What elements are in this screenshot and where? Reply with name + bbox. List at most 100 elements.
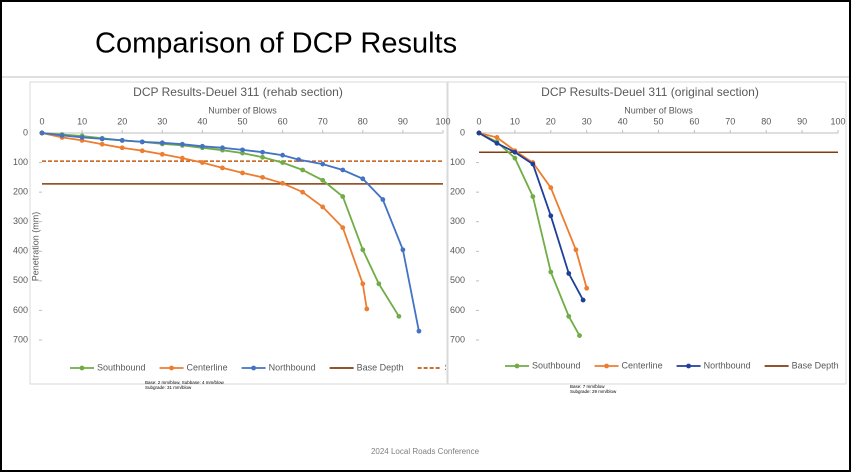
x-tick-label: 90	[797, 116, 807, 126]
x-tick-label: 0	[39, 116, 44, 126]
x-tick-label: 70	[725, 116, 735, 126]
y-tick-label: 100	[13, 157, 28, 167]
data-point	[580, 297, 586, 303]
legend-label: Southbound	[97, 362, 146, 372]
data-point	[99, 136, 105, 142]
data-point	[364, 306, 370, 312]
x-tick-label: 20	[546, 116, 556, 126]
data-point	[340, 225, 346, 231]
data-point	[119, 137, 125, 143]
chart-title: DCP Results-Deuel 311 (original section)	[541, 85, 759, 99]
x-tick-label: 30	[157, 116, 167, 126]
y-tick-label: 200	[13, 187, 28, 197]
data-point	[320, 204, 326, 210]
series-line	[41, 132, 420, 332]
data-point	[340, 194, 346, 199]
data-point	[300, 189, 306, 195]
legend-label: Northbound	[704, 360, 751, 370]
x-tick-label: 80	[761, 116, 771, 126]
annotation: Subgrade: 31 mm/blow	[145, 385, 192, 390]
x-tick-label: 90	[398, 116, 408, 126]
data-point	[39, 130, 45, 136]
data-point	[260, 149, 265, 155]
x-tick-label: 40	[197, 116, 207, 126]
data-point	[59, 132, 65, 138]
data-point	[396, 313, 402, 319]
x-tick-label: 20	[117, 116, 127, 126]
data-point	[577, 333, 582, 338]
x-tick-label: 100	[435, 116, 450, 126]
legend-label: Centerline	[187, 362, 228, 372]
data-point	[380, 197, 386, 202]
y-tick-label: 400	[13, 246, 28, 256]
x-axis-label: Number of Blows	[624, 105, 693, 115]
x-tick-label: 60	[278, 116, 288, 126]
x-tick-label: 60	[689, 116, 699, 126]
data-point	[548, 213, 554, 219]
x-tick-label: 40	[618, 116, 628, 126]
y-tick-label: 500	[450, 275, 465, 285]
data-point	[360, 247, 366, 253]
y-tick-label: 100	[450, 157, 465, 167]
annotation: Subgrade: 29 mm/blow	[570, 389, 617, 394]
y-tick-label: 0	[460, 127, 465, 137]
legend-marker	[169, 365, 174, 371]
legend-label: Base Depth	[792, 360, 839, 370]
x-tick-label: 10	[510, 116, 520, 126]
data-point	[494, 140, 500, 146]
data-point	[159, 140, 165, 146]
x-tick-label: 50	[653, 116, 663, 126]
legend-label: Northbound	[269, 362, 316, 372]
x-tick-label: 70	[318, 116, 328, 126]
legend-marker	[251, 365, 256, 371]
legend-marker	[514, 363, 520, 369]
data-point	[79, 135, 85, 140]
data-point	[296, 157, 302, 163]
data-point	[548, 269, 554, 275]
data-point	[360, 281, 366, 287]
data-point	[320, 161, 326, 167]
data-point	[179, 155, 185, 161]
legend: Southbound Centerline Northbound Base Depth	[505, 360, 839, 370]
data-point	[476, 130, 482, 136]
footer: 2024 Local Roads Conference	[371, 447, 480, 456]
data-point	[200, 143, 205, 149]
legend-marker	[686, 363, 691, 369]
data-point	[584, 285, 590, 291]
legend-label: Centerline	[622, 360, 663, 370]
y-tick-label: 300	[450, 216, 465, 226]
data-point	[260, 174, 265, 180]
y-tick-label: 0	[23, 127, 28, 137]
data-point	[220, 145, 225, 151]
data-point	[240, 147, 245, 153]
legend-label: Base Depth	[357, 362, 404, 372]
data-point	[280, 152, 285, 158]
annotation: Base: 7 mm/blow	[570, 384, 605, 389]
data-point	[416, 328, 422, 334]
data-point	[300, 167, 306, 173]
data-point	[240, 170, 245, 176]
y-tick-label: 400	[450, 246, 465, 256]
chart-title: DCP Results-Deuel 311 (rehab section)	[133, 85, 343, 99]
data-point	[119, 145, 125, 151]
data-point	[280, 160, 285, 165]
x-axis-label: Number of Blows	[208, 105, 277, 115]
data-point	[99, 141, 105, 147]
x-tick-label: 50	[237, 116, 247, 126]
x-tick-label: 0	[476, 116, 481, 126]
legend-label: Subbase Depth	[445, 362, 507, 372]
data-point	[494, 135, 500, 140]
data-point	[139, 148, 145, 154]
legend-marker	[604, 363, 609, 369]
data-point	[548, 185, 554, 191]
chart-frame	[447, 81, 847, 385]
y-tick-label: 700	[450, 334, 465, 344]
data-point	[512, 149, 518, 155]
data-point	[566, 271, 572, 276]
y-tick-label: 700	[13, 334, 28, 344]
data-point	[530, 194, 536, 199]
series-line	[41, 132, 368, 310]
data-point	[512, 155, 518, 161]
slide-title: Comparison of DCP Results	[95, 28, 457, 60]
data-point	[200, 160, 205, 165]
